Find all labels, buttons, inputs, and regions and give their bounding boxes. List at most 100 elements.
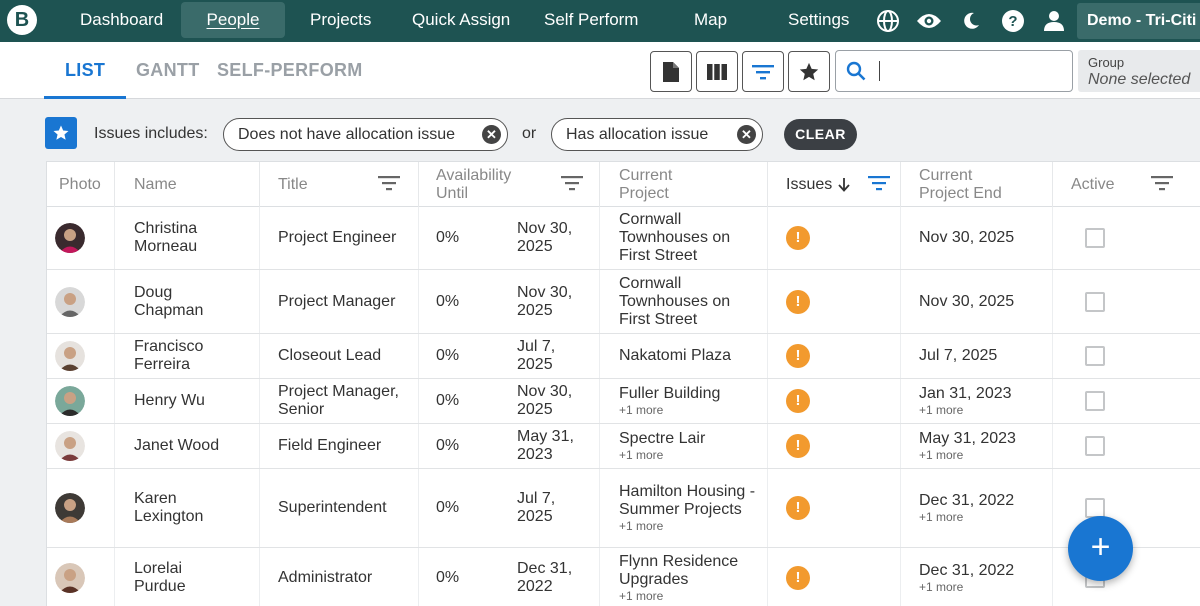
warning-icon[interactable]: ! [786, 226, 810, 250]
name-cell[interactable]: Lorelai Purdue [115, 548, 260, 606]
warning-icon[interactable]: ! [786, 565, 810, 590]
table-row[interactable]: Christina Morneau Project Engineer 0% Nov 3… [47, 207, 1200, 270]
saved-filter-star-button[interactable] [45, 117, 77, 149]
photo-cell [47, 469, 115, 547]
table-row[interactable]: Henry Wu Project Manager, Senior 0% Nov 30,… [47, 379, 1200, 424]
current-project[interactable]: Nakatomi Plaza [619, 347, 732, 364]
col-name[interactable]: Name [115, 162, 260, 207]
nav-people[interactable]: People [181, 2, 285, 38]
project-end-cell: May 31, 2023 +1 more [901, 424, 1053, 468]
table-header: Photo Name Title Availability Until Curr… [47, 162, 1200, 207]
table-row[interactable]: Karen Lexington Superintendent 0% Jul 7, 20… [47, 469, 1200, 548]
col-availability[interactable]: Availability Until [419, 162, 600, 207]
active-checkbox[interactable] [1085, 498, 1105, 518]
warning-icon[interactable]: ! [786, 389, 810, 413]
project-end-more-label[interactable]: +1 more [919, 448, 964, 462]
title-cell: Superintendent [260, 469, 419, 547]
svg-text:?: ? [1008, 13, 1017, 30]
user-icon[interactable] [1041, 8, 1067, 34]
current-project[interactable]: Cornwall Townhouses on First Street [619, 211, 731, 264]
col-current-project[interactable]: Current Project [600, 162, 768, 207]
active-checkbox[interactable] [1085, 291, 1105, 312]
current-project[interactable]: Hamilton Housing - Summer Projects [619, 483, 756, 518]
current-project[interactable]: Fuller Building [619, 385, 721, 402]
help-icon[interactable]: ? [1000, 8, 1026, 34]
nav-dashboard[interactable]: Dashboard [80, 10, 164, 29]
name-cell[interactable]: Christina Morneau [115, 207, 260, 269]
project-end-more-label[interactable]: +1 more [919, 579, 964, 594]
name-cell[interactable]: Janet Wood [115, 424, 260, 468]
tab-gantt[interactable]: GANTT [136, 60, 200, 80]
nav-settings[interactable]: Settings [788, 10, 850, 29]
person-name[interactable]: Janet Wood [134, 437, 220, 454]
table-row[interactable]: Lorelai Purdue Administrator 0% Dec 31, 202… [47, 548, 1200, 606]
col-current-project-end[interactable]: Current Project End [901, 162, 1053, 207]
nav-projects[interactable]: Projects [310, 10, 372, 29]
active-checkbox[interactable] [1085, 346, 1105, 366]
sort-down-icon[interactable] [838, 177, 850, 192]
project-more-label[interactable]: +1 more [619, 519, 664, 533]
col-active-label: Active [1071, 175, 1115, 193]
col-active[interactable]: Active [1053, 162, 1200, 207]
name-cell[interactable]: Karen Lexington [115, 469, 260, 547]
app-logo[interactable]: B [7, 5, 37, 35]
col-issues[interactable]: Issues [768, 162, 901, 207]
table-row[interactable]: Janet Wood Field Engineer 0% May 31, 2023 Sp… [47, 424, 1200, 469]
column-filter-icon[interactable] [561, 175, 583, 191]
export-document-button[interactable] [650, 51, 692, 92]
warning-icon[interactable]: ! [786, 496, 810, 520]
columns-button[interactable] [696, 51, 738, 92]
clear-filters-button[interactable]: CLEAR [784, 119, 857, 150]
person-name[interactable]: Doug Chapman [134, 283, 204, 319]
current-project[interactable]: Flynn Residence Upgrades [619, 552, 739, 588]
globe-icon[interactable] [875, 8, 901, 34]
person-name[interactable]: Christina Morneau [134, 220, 198, 255]
active-checkbox[interactable] [1085, 391, 1105, 411]
warning-icon[interactable]: ! [786, 289, 810, 314]
column-filter-icon[interactable] [1151, 175, 1173, 191]
column-filter-icon[interactable] [868, 175, 890, 191]
person-name[interactable]: Lorelai Purdue [134, 559, 186, 595]
warning-icon[interactable]: ! [786, 344, 810, 368]
name-cell[interactable]: Doug Chapman [115, 270, 260, 333]
availability-cell: 0% May 31, 2023 [419, 424, 600, 468]
project-more-label[interactable]: +1 more [619, 448, 664, 462]
name-cell[interactable]: Henry Wu [115, 379, 260, 423]
tab-list[interactable]: LIST [65, 60, 106, 80]
project-more-label[interactable]: +1 more [619, 403, 664, 417]
availability-cell: 0% Nov 30, 2025 [419, 379, 600, 423]
name-cell[interactable]: Francisco Ferreira [115, 334, 260, 378]
close-icon[interactable]: ✕ [482, 125, 501, 144]
person-name[interactable]: Francisco Ferreira [134, 338, 204, 373]
table-row[interactable]: Doug Chapman Project Manager 0% Nov 30, 202… [47, 270, 1200, 334]
favorites-button[interactable] [788, 51, 830, 92]
eye-icon[interactable] [916, 8, 942, 34]
current-project[interactable]: Cornwall Townhouses on First Street [619, 274, 731, 328]
nav-quick-assign[interactable]: Quick Assign [412, 10, 511, 29]
nav-map[interactable]: Map [694, 10, 728, 29]
project-more-label[interactable]: +1 more [619, 588, 664, 603]
account-switcher[interactable]: Demo - Tri-Citi [1077, 3, 1200, 39]
tab-self-perform[interactable]: SELF-PERFORM [217, 60, 363, 80]
active-checkbox[interactable] [1085, 436, 1105, 456]
close-icon[interactable]: ✕ [737, 125, 756, 144]
column-filter-icon[interactable] [378, 175, 400, 191]
search-input[interactable] [835, 50, 1073, 92]
add-person-button[interactable]: + [1068, 516, 1133, 581]
group-select[interactable]: Group None selected [1078, 50, 1200, 92]
col-title[interactable]: Title [260, 162, 419, 207]
person-name[interactable]: Henry Wu [134, 392, 205, 409]
title-cell: Project Engineer [260, 207, 419, 269]
project-end-more-label[interactable]: +1 more [919, 403, 964, 417]
warning-icon[interactable]: ! [786, 434, 810, 458]
person-name[interactable]: Karen Lexington [134, 490, 204, 525]
tab-active-indicator [44, 96, 126, 99]
current-project[interactable]: Spectre Lair [619, 430, 706, 447]
filter-button[interactable] [742, 51, 784, 92]
project-end-more-label[interactable]: +1 more [919, 510, 964, 524]
table-row[interactable]: Francisco Ferreira Closeout Lead 0% Jul 7, … [47, 334, 1200, 379]
active-checkbox[interactable] [1085, 228, 1105, 248]
nav-self-perform[interactable]: Self Perform [544, 10, 639, 29]
dark-mode-icon[interactable] [958, 8, 984, 34]
availability-cell: 0% Dec 31, 2022 [419, 548, 600, 606]
